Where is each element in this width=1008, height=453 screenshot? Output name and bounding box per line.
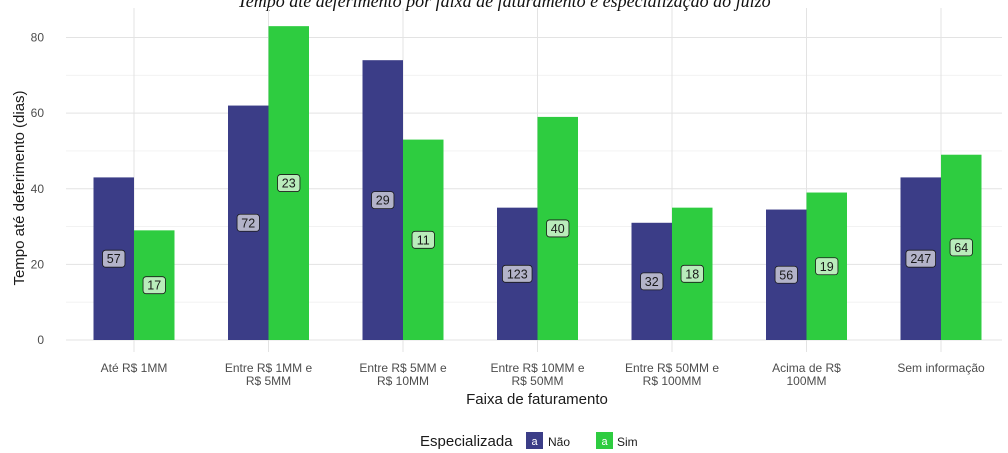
bar-label-box: [371, 191, 395, 209]
x-tick-label: Entre R$ 10MM e R$ 50MM: [490, 361, 584, 388]
bar-label-box: [815, 257, 839, 276]
bar-label: 19: [820, 260, 834, 274]
x-tick-label: Entre R$ 50MM e R$ 100MM: [625, 361, 719, 388]
bar-label-box: [680, 264, 704, 283]
bar-label: 57: [107, 252, 121, 266]
bar-label: 18: [685, 267, 699, 281]
bar-label: 29: [376, 194, 390, 208]
bar-label-box: [502, 264, 533, 283]
legend-key-glyph: a: [601, 436, 608, 448]
bar-label: 72: [241, 216, 255, 230]
bar-label: 123: [507, 267, 528, 281]
y-tick-label: 80: [31, 31, 45, 45]
bar-label-box: [142, 276, 166, 295]
bar-label-box: [411, 230, 435, 249]
y-tick-label: 60: [31, 106, 45, 120]
bar-label-box: [905, 249, 936, 268]
bar-label-box: [236, 213, 260, 232]
bar-label: 17: [147, 279, 161, 293]
y-tick-label: 0: [37, 333, 44, 347]
y-tick-label: 40: [31, 182, 45, 196]
bar-label: 23: [282, 177, 296, 191]
legend-label: Sim: [617, 435, 638, 449]
x-axis: Até R$ 1MM Entre R$ 1MM e R$ 5MM Entre R$ 5…: [101, 361, 985, 388]
x-tick-label: Entre R$ 5MM e R$ 10MM: [359, 361, 447, 388]
y-tick-label: 20: [31, 257, 45, 271]
legend-key-sim: [596, 432, 613, 449]
bar-label-box: [774, 265, 798, 284]
bar-label: 32: [645, 275, 659, 289]
bar-label: 40: [551, 222, 565, 236]
x-tick-label: Até R$ 1MM: [101, 361, 168, 375]
bar-label: 56: [779, 268, 793, 282]
x-tick-label: Sem informação: [897, 361, 985, 375]
bar-label-box: [949, 238, 973, 257]
bar-label-box: [102, 249, 126, 268]
x-tick-label: Acima de R$ 100MM: [772, 361, 841, 388]
legend-label: Não: [548, 435, 570, 449]
bar-label: 11: [417, 233, 430, 247]
bar-label-box: [546, 219, 570, 238]
bar-label-box: [640, 272, 664, 291]
legend: Especializada a Não a Sim: [420, 432, 638, 450]
chart-caption: Tempo até deferimento por faixa de fatur…: [237, 0, 771, 11]
y-axis-title: Tempo até deferimento (dias): [11, 90, 28, 285]
bar-label: 247: [910, 252, 931, 266]
x-axis-title: Faixa de faturamento: [466, 391, 608, 408]
legend-title: Especializada: [420, 433, 513, 450]
legend-key-no: [526, 432, 543, 449]
x-tick-label: Entre R$ 1MM e R$ 5MM: [225, 361, 313, 388]
bar-labels: 57 72 29 123 32 56 247 17 23 11 40 18 19 64: [102, 174, 973, 295]
bar-label-box: [277, 174, 301, 192]
legend-key-glyph: a: [531, 436, 538, 448]
y-axis: 0 20 40 60 80: [31, 31, 45, 348]
bar-label: 64: [954, 241, 968, 255]
